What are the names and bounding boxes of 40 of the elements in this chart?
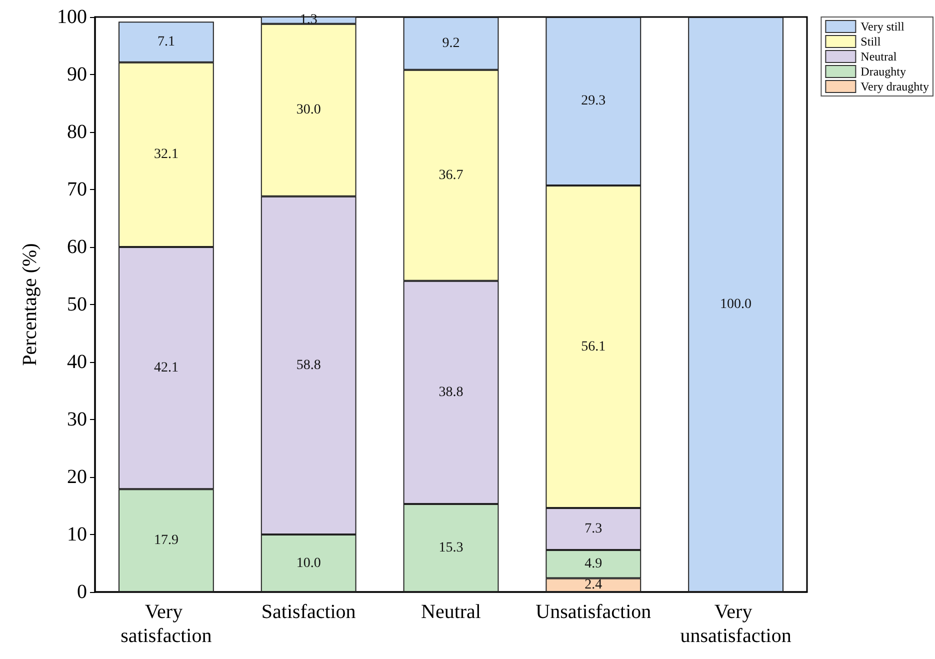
y-tick-label: 20 — [67, 466, 87, 488]
data-label: 58.8 — [296, 358, 321, 373]
data-label: 17.9 — [154, 533, 178, 548]
data-label: 10.0 — [296, 556, 321, 571]
data-label: 100.0 — [720, 297, 752, 312]
data-label: 7.3 — [584, 522, 602, 537]
data-label: 56.1 — [581, 339, 606, 354]
legend-label: Very draughty — [860, 80, 930, 94]
y-tick-label: 80 — [67, 121, 87, 143]
data-label: 4.9 — [584, 556, 602, 572]
data-label: 30.0 — [296, 102, 321, 118]
data-label: 32.1 — [154, 147, 178, 162]
y-tick-label: 60 — [67, 236, 87, 258]
data-label: 15.3 — [438, 540, 464, 556]
y-tick-label: 50 — [67, 294, 87, 316]
bar — [688, 17, 784, 592]
y-tick-label: 100 — [57, 6, 87, 28]
x-tick-label: Very satisfaction — [120, 601, 212, 647]
x-tick-label: Neutral — [421, 601, 482, 623]
data-label: 9.2 — [442, 36, 460, 51]
data-label: 38.8 — [438, 384, 464, 400]
data-label: 29.3 — [581, 94, 606, 109]
y-tick-label: 30 — [67, 408, 87, 430]
data-label: 7.1 — [157, 34, 175, 50]
legend-label: Neutral — [860, 50, 898, 64]
data-label: 36.7 — [438, 168, 464, 183]
legend-label: Draughty — [860, 64, 906, 78]
data-label: 2.4 — [584, 578, 602, 593]
y-tick-label: 40 — [67, 351, 87, 373]
y-axis-title: Percentage (%) — [19, 243, 41, 366]
y-tick-label: 70 — [67, 178, 87, 200]
legend-label: Very still — [860, 20, 906, 34]
x-tick-label: Satisfaction — [261, 601, 356, 623]
x-tick-label: Very unsatisfaction — [680, 601, 792, 647]
legend-label: Still — [860, 34, 882, 48]
y-tick-label: 90 — [67, 64, 87, 86]
data-label: 42.1 — [154, 360, 178, 376]
y-tick-label: 0 — [77, 581, 87, 603]
y-tick-label: 10 — [67, 524, 87, 546]
x-tick-label: Unsatisfaction — [536, 601, 652, 623]
